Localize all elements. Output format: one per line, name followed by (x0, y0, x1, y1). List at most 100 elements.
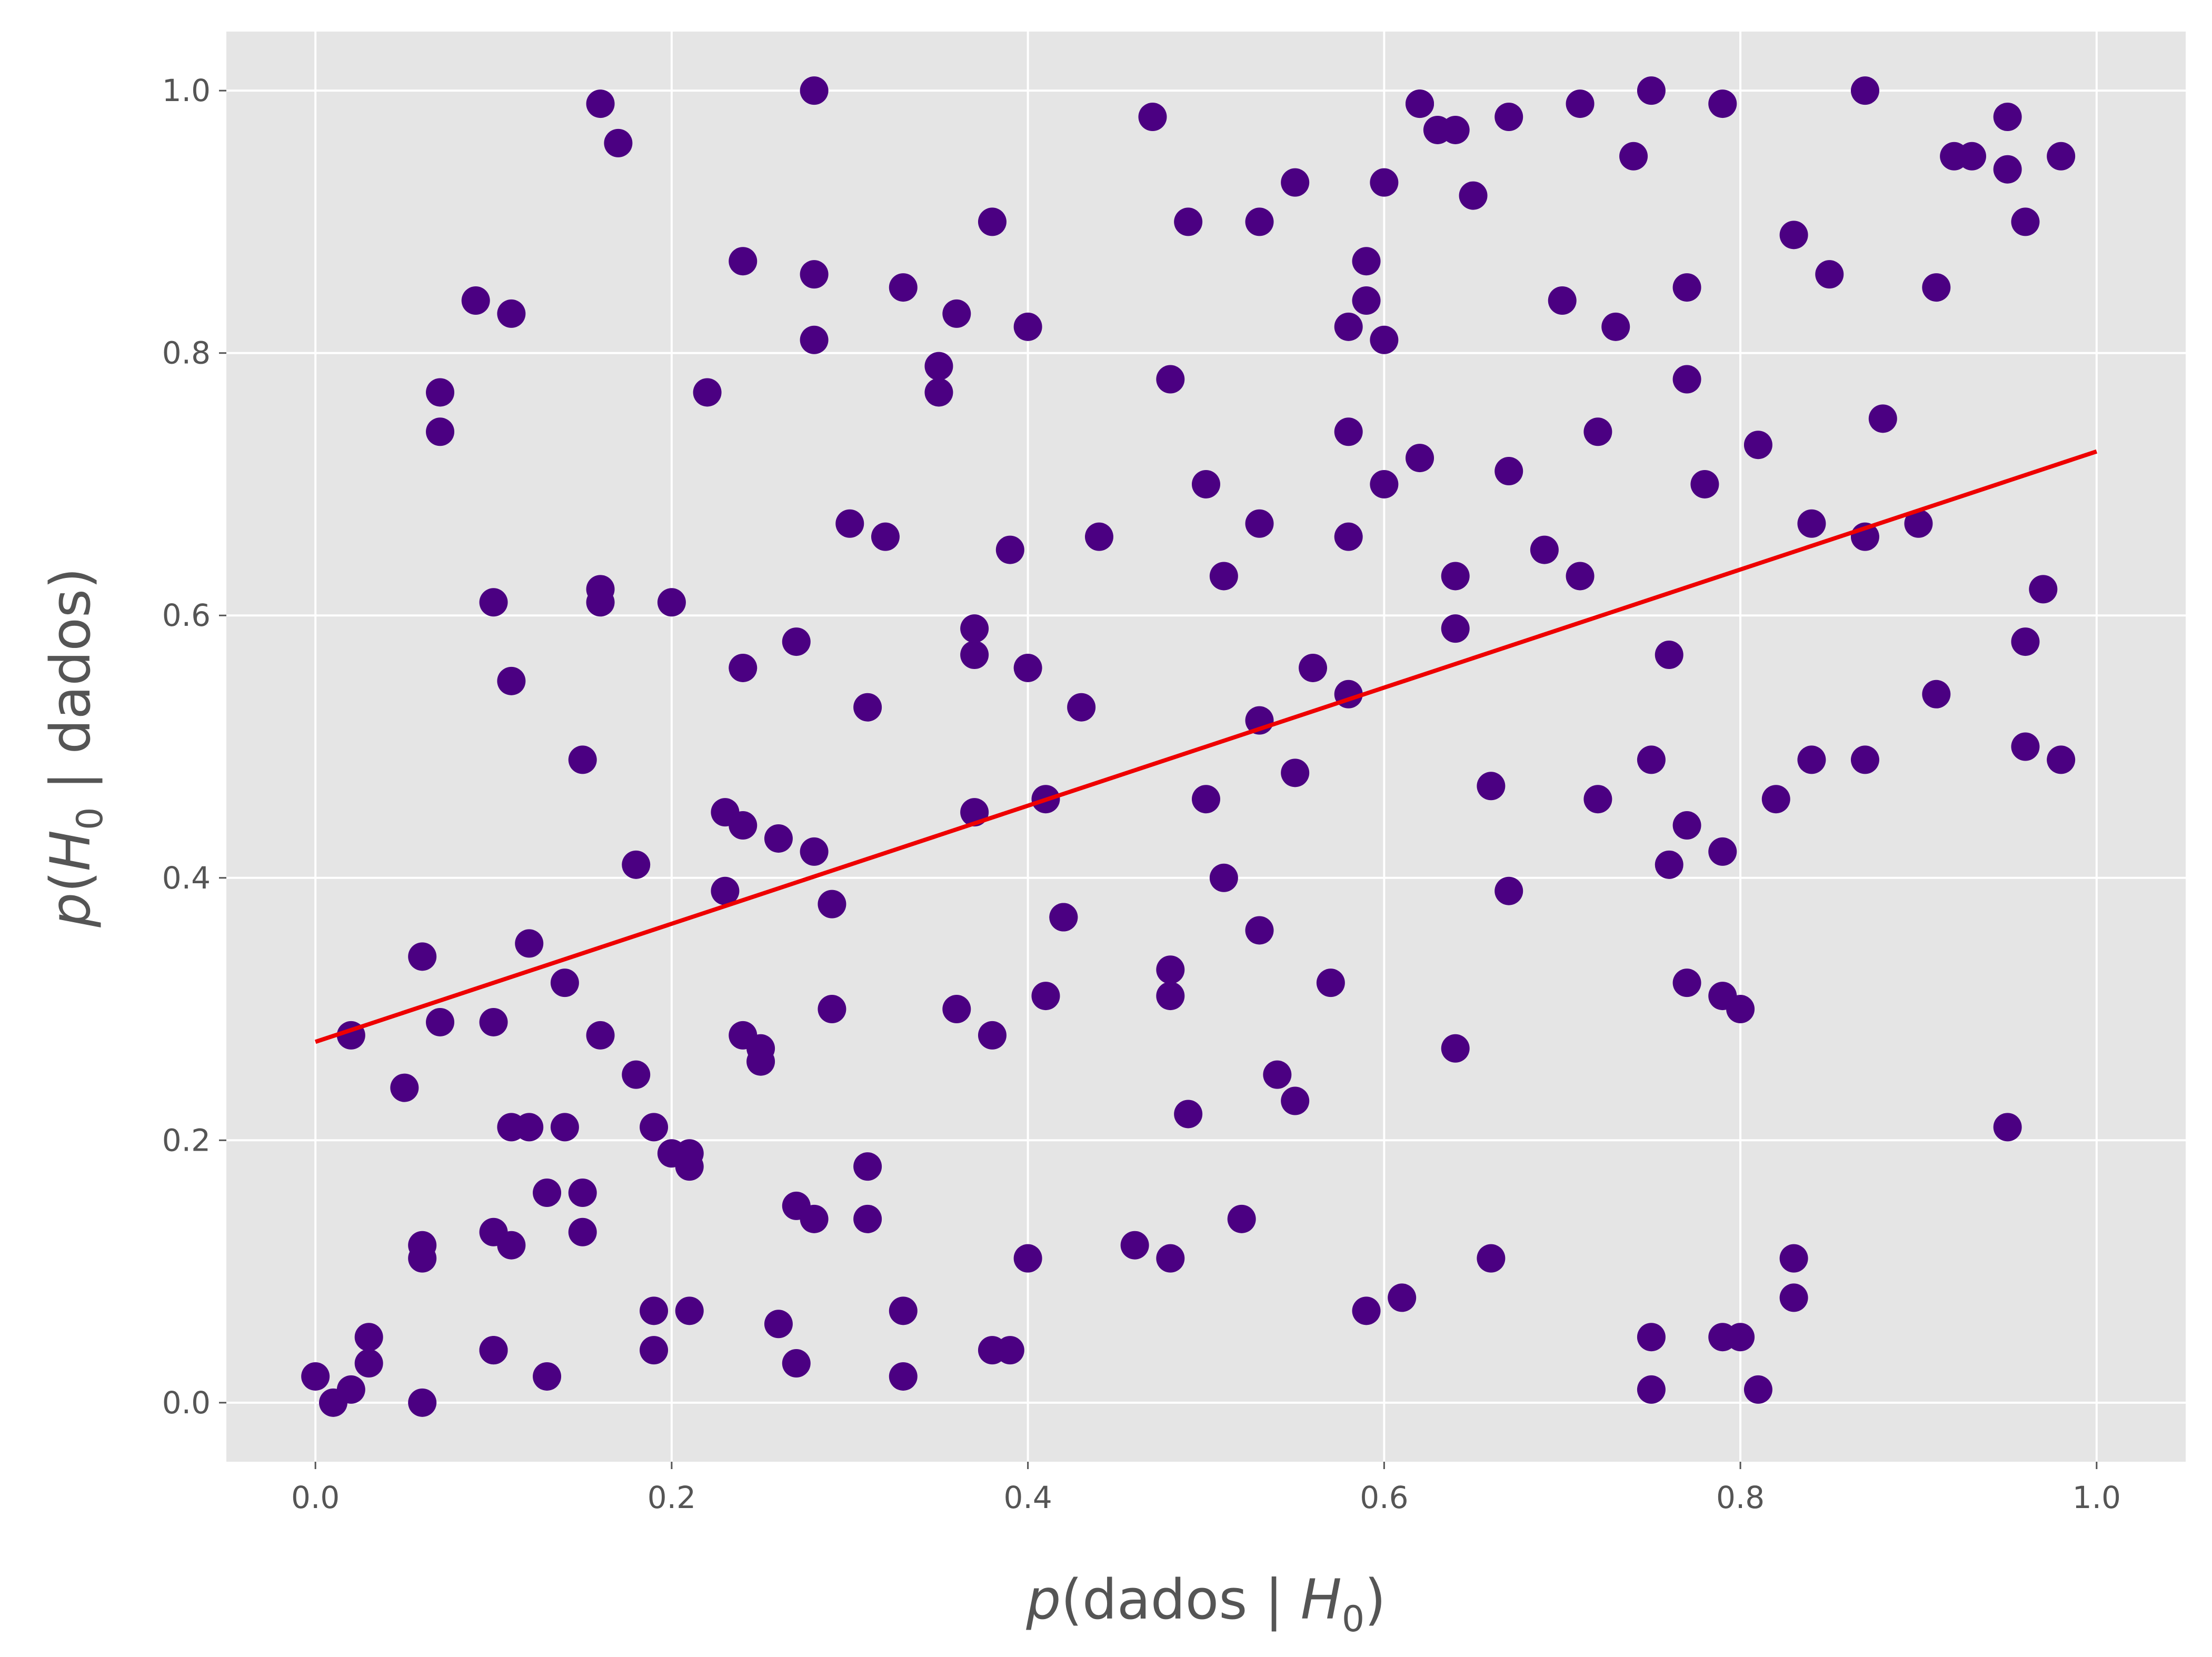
scatter-point (1530, 535, 1559, 564)
scatter-point (1601, 312, 1630, 341)
scatter-point (408, 1388, 437, 1417)
scatter-point (1637, 76, 1666, 105)
scatter-point (1156, 1244, 1185, 1273)
scatter-point (1494, 876, 1523, 905)
scatter-point (1566, 562, 1595, 591)
scatter-point (568, 1217, 597, 1246)
scatter-point (1726, 995, 1755, 1024)
scatter-point (1672, 273, 1701, 302)
x-axis-ticks: 0.0 0.2 0.4 0.6 0.8 1.0 (291, 1462, 2121, 1515)
scatter-point (889, 1296, 918, 1325)
data-points (301, 76, 2076, 1417)
scatter-point (568, 1179, 597, 1207)
scatter-point (550, 969, 579, 997)
scatter-point (1370, 168, 1399, 197)
scatter-point (1316, 969, 1345, 997)
scatter-point (1370, 470, 1399, 498)
scatter-point (1477, 772, 1506, 801)
scatter-point (1708, 89, 1737, 118)
scatter-point (1156, 982, 1185, 1011)
scatter-point (800, 837, 829, 866)
scatter-point (550, 1113, 579, 1142)
scatter-point (568, 745, 597, 774)
scatter-point (515, 929, 544, 958)
scatter-point (2047, 745, 2076, 774)
scatter-point (729, 653, 758, 682)
scatter-point (1566, 89, 1595, 118)
scatter-point (1156, 365, 1185, 394)
scatter-point (1245, 207, 1274, 236)
scatter-point (604, 128, 633, 157)
scatter-point (800, 76, 829, 105)
scatter-point (1797, 745, 1826, 774)
scatter-point (1067, 693, 1096, 722)
scatter-point (1441, 562, 1470, 591)
scatter-point (1477, 1244, 1506, 1273)
scatter-point (640, 1296, 669, 1325)
scatter-point (1743, 431, 1772, 460)
scatter-point (1708, 837, 1737, 866)
scatter-point (1441, 1034, 1470, 1063)
scatter-point (497, 1231, 526, 1260)
scatter-point (1441, 115, 1470, 144)
scatter-point (1619, 142, 1648, 171)
scatter-point (1138, 103, 1167, 132)
scatter-point (729, 247, 758, 276)
scatter-point (1013, 653, 1042, 682)
scatter-point (1174, 1100, 1203, 1129)
scatter-point (1245, 916, 1274, 945)
scatter-point (924, 352, 953, 381)
scatter-point (1761, 785, 1790, 814)
scatter-point (1655, 641, 1683, 670)
scatter-point (818, 995, 846, 1024)
scatter-point (586, 1021, 615, 1050)
scatter-point (1049, 903, 1078, 932)
scatter-point (1013, 312, 1042, 341)
grid (226, 32, 2186, 1462)
x-tick-label: 1.0 (2072, 1480, 2121, 1515)
scatter-point (835, 509, 864, 538)
x-tick-label: 0.0 (291, 1480, 340, 1515)
scatter-point (1388, 1283, 1417, 1312)
scatter-point (1993, 1113, 2022, 1142)
scatter-point (729, 811, 758, 840)
scatter-point (960, 641, 989, 670)
y-axis-label: p(H0 | dados) (38, 567, 111, 927)
scatter-point (2011, 732, 2040, 761)
scatter-point (853, 1204, 882, 1233)
scatter-point (1013, 1244, 1042, 1273)
scatter-point (1352, 247, 1381, 276)
scatter-point (746, 1047, 775, 1076)
scatter-point (1334, 417, 1363, 446)
scatter-point (1227, 1204, 1256, 1233)
scatter-point (336, 1375, 365, 1404)
scatter-point (640, 1336, 669, 1365)
scatter-point (1334, 522, 1363, 551)
scatter-point (1441, 614, 1470, 643)
scatter-point (1672, 969, 1701, 997)
scatter-point (1993, 155, 2022, 184)
scatter-point (711, 876, 740, 905)
scatter-point (1352, 286, 1381, 315)
y-tick-label: 0.2 (162, 1122, 211, 1158)
x-tick-label: 0.8 (1716, 1480, 1765, 1515)
scatter-point (995, 1336, 1024, 1365)
scatter-point (1459, 181, 1488, 210)
scatter-point (1192, 785, 1220, 814)
scatter-point (1637, 1375, 1666, 1404)
scatter-point (1334, 312, 1363, 341)
scatter-point (853, 693, 882, 722)
scatter-point (657, 588, 686, 617)
scatter-point (390, 1073, 419, 1102)
scatter-point (853, 1152, 882, 1181)
scatter-point (479, 588, 508, 617)
scatter-point (978, 207, 1007, 236)
scatter-point (800, 260, 829, 289)
scatter-point (622, 1060, 651, 1089)
scatter-point (2011, 627, 2040, 656)
scatter-point (978, 1021, 1007, 1050)
scatter-point (1655, 850, 1683, 879)
scatter-point (675, 1296, 704, 1325)
y-tick-label: 0.0 (162, 1385, 211, 1421)
